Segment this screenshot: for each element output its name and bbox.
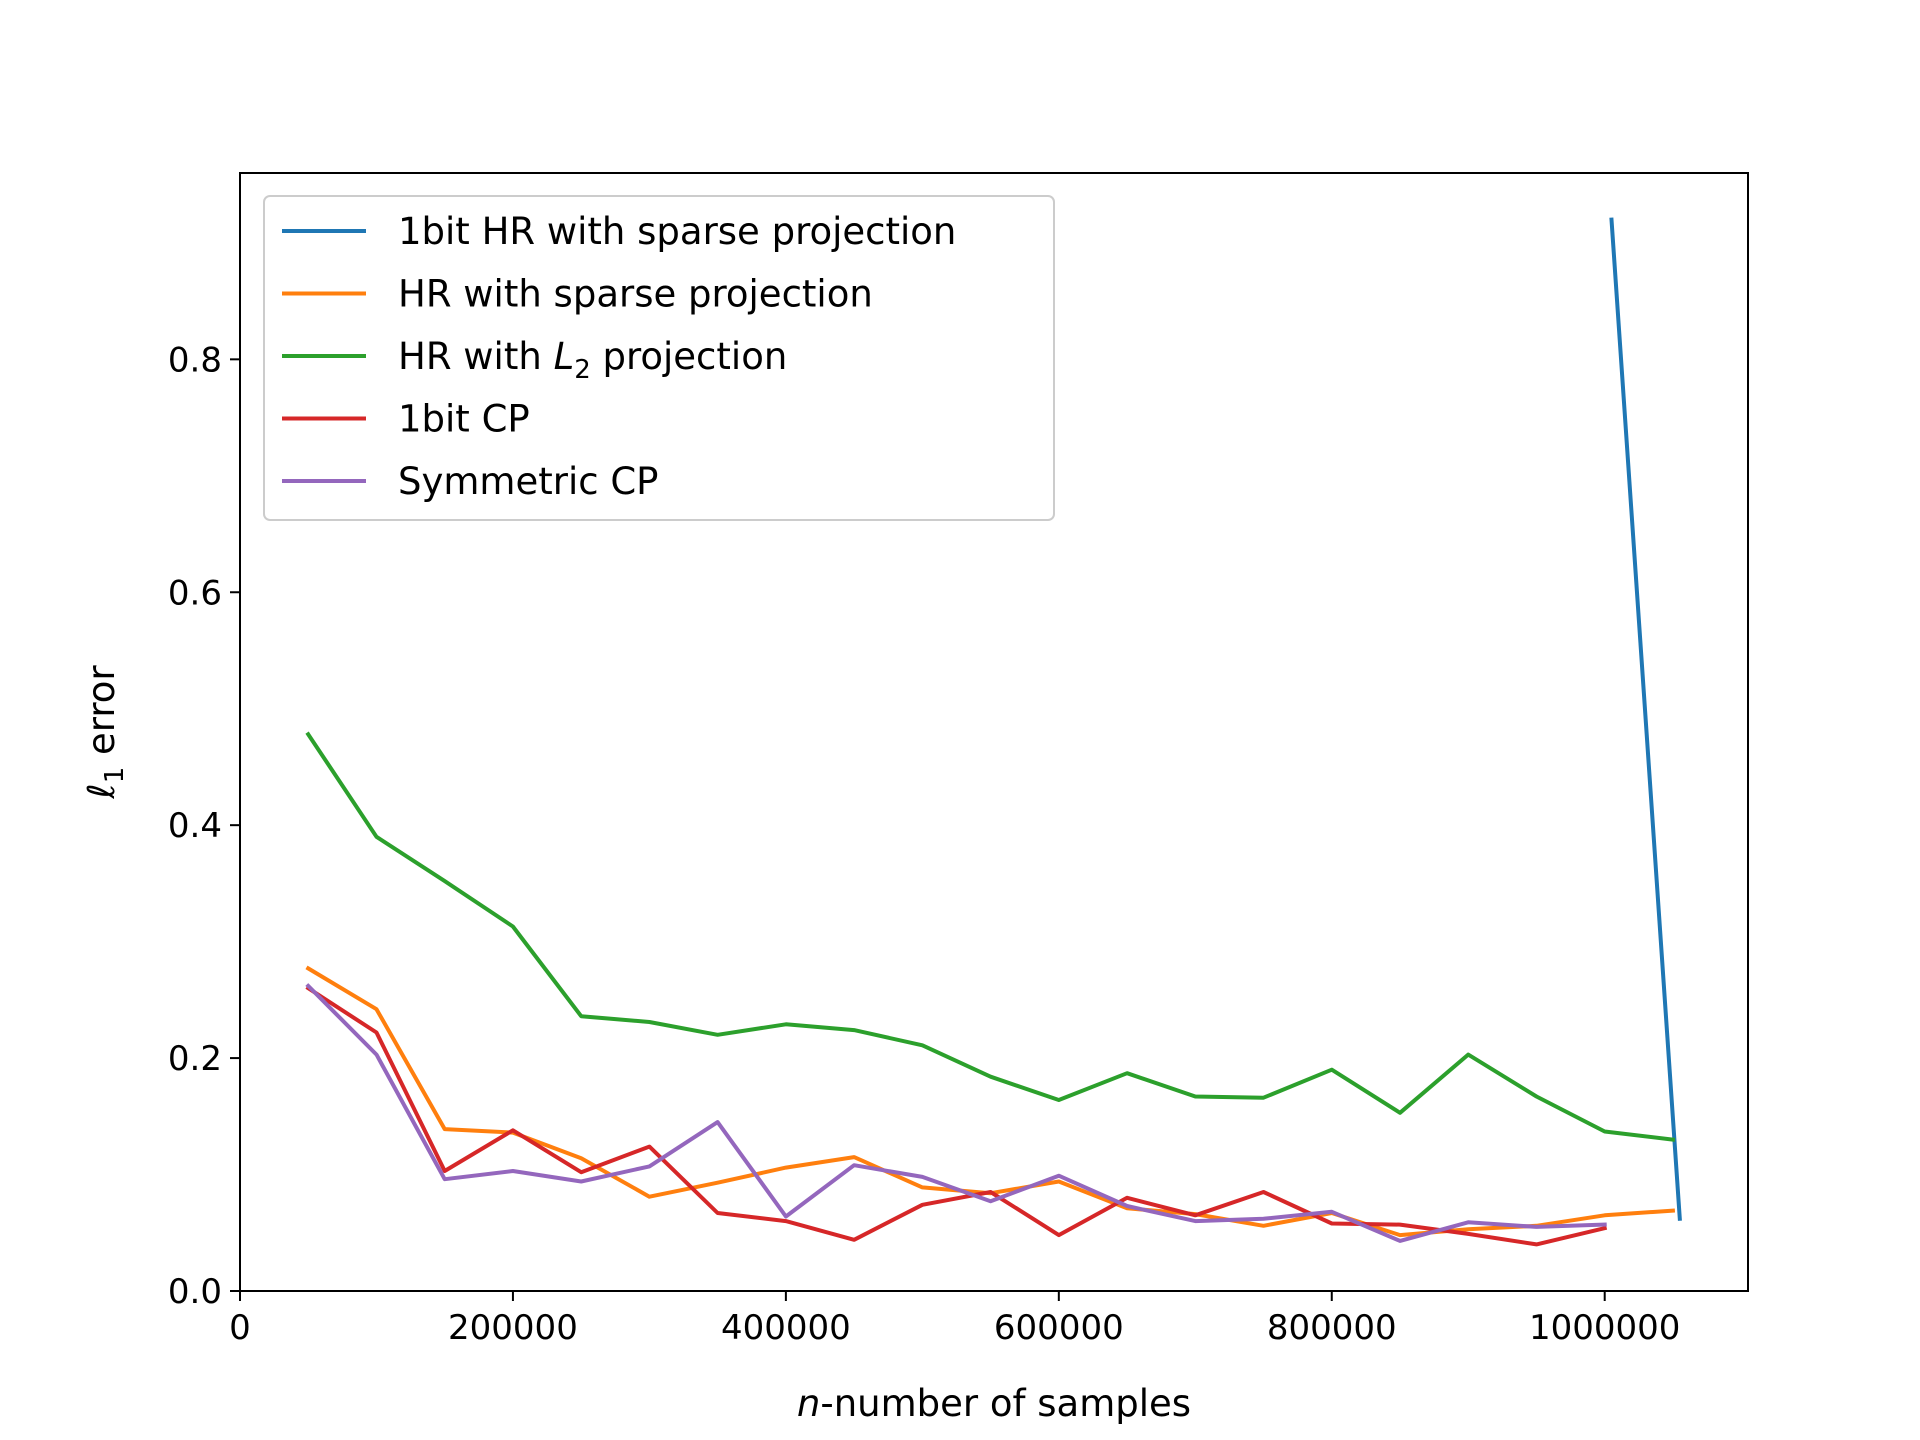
y-tick-label: 0.4: [168, 806, 222, 846]
y-axis-label-subscript: 1: [100, 767, 130, 784]
y-axis-ticks: 0.0 0.2 0.4 0.6 0.8: [168, 340, 240, 1312]
y-axis-label-ell: ℓ: [80, 783, 123, 799]
x-axis-label-italic: n: [797, 1382, 820, 1425]
legend-label-0: 1bit HR with sparse projection: [398, 210, 956, 253]
legend-label-2: HR with L2 projection: [398, 335, 787, 385]
x-axis-label-rest: -number of samples: [820, 1382, 1191, 1425]
legend-label-4: Symmetric CP: [398, 460, 658, 503]
y-axis-label: ℓ1 error: [80, 665, 130, 800]
x-tick-label: 400000: [721, 1308, 851, 1348]
legend-label-3: 1bit CP: [398, 398, 530, 441]
legend-box: [263, 195, 1055, 521]
plot-frame: [239, 172, 1749, 1292]
x-axis-ticks: 0 200000 400000 600000 800000 1000000: [229, 1291, 1680, 1348]
legend-label-1: HR with sparse projection: [398, 273, 873, 316]
y-tick-label: 0.6: [168, 573, 222, 613]
y-tick-label: 0.0: [168, 1272, 222, 1312]
legend: 1bit HR with sparse projection HR with sp…: [263, 195, 1055, 521]
legend-entries: 1bit HR with sparse projection HR with sp…: [282, 210, 956, 503]
series-line-2: [305, 731, 1676, 1142]
x-tick-label: 0: [229, 1308, 251, 1348]
series-line-0: [1609, 217, 1682, 1221]
y-axis-label-rest: error: [80, 665, 123, 767]
x-tick-label: 800000: [1267, 1308, 1397, 1348]
y-tick-label: 0.2: [168, 1039, 222, 1079]
x-tick-label: 600000: [994, 1308, 1124, 1348]
y-tick-label: 0.8: [168, 340, 222, 380]
x-tick-label: 1000000: [1529, 1308, 1680, 1348]
series-lines: [305, 217, 1682, 1247]
series-line-4: [305, 983, 1607, 1243]
x-tick-label: 200000: [448, 1308, 578, 1348]
x-axis-label: n-number of samples: [797, 1382, 1191, 1425]
series-line-3: [305, 985, 1608, 1247]
